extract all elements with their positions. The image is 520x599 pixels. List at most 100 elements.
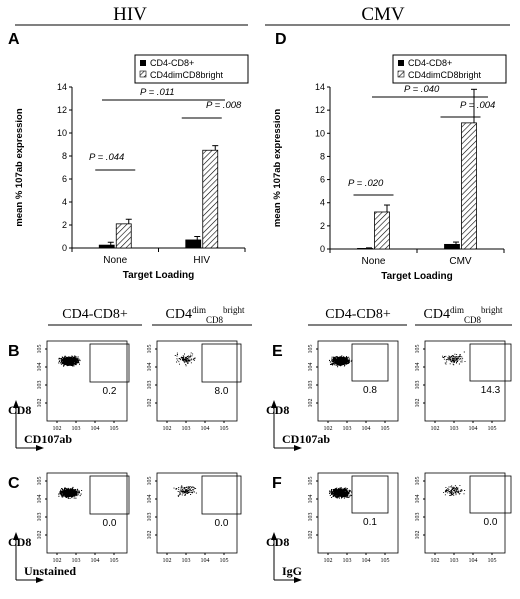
flow-x-label: Unstained bbox=[24, 564, 76, 578]
plot-frame bbox=[156, 472, 238, 554]
arrow-head-y bbox=[13, 532, 19, 540]
col-header-cd4neg-right: CD4-CD8+ bbox=[325, 307, 391, 322]
x-tick-label: 104 bbox=[469, 426, 478, 432]
p-value-annotation: P = .011 bbox=[140, 87, 175, 98]
y-tick-label: 104 bbox=[308, 363, 314, 372]
x-tick-label: 105 bbox=[220, 426, 229, 432]
legend-label: CD4dimCD8bright bbox=[150, 70, 224, 80]
x-tick-label: 102 bbox=[431, 558, 440, 564]
y-tick-label: 6 bbox=[320, 175, 325, 185]
y-tick-label: 104 bbox=[415, 495, 421, 504]
gate-value: 0.8 bbox=[363, 385, 377, 396]
header-part: CD4 bbox=[424, 307, 450, 322]
y-tick-label: 104 bbox=[415, 363, 421, 372]
y-tick-label: 8 bbox=[320, 151, 325, 161]
axis-arrows-E: CD8 CD107ab bbox=[266, 400, 330, 451]
axis-arrows-B: CD8 CD107ab bbox=[8, 400, 72, 451]
bar bbox=[98, 244, 115, 249]
x-tick-label: 102 bbox=[431, 426, 440, 432]
p-value-annotation: P = .044 bbox=[89, 152, 124, 163]
flow-plot-F2: 105 104 103 102 102 103 104 105 0.0 bbox=[415, 472, 512, 564]
header-part: bright bbox=[481, 305, 503, 315]
flow-plot-C1: 105 104 103 102 102 103 104 105 0.0 bbox=[37, 472, 130, 564]
legend-label: CD4-CD8+ bbox=[150, 58, 194, 68]
y-tick-label: 10 bbox=[57, 128, 67, 138]
gate-value: 14.3 bbox=[481, 385, 501, 396]
y-tick-label: 105 bbox=[415, 345, 421, 354]
x-tick-label: 105 bbox=[110, 426, 119, 432]
header-part: CD8 bbox=[206, 315, 224, 325]
flow-plot-B2: 105 104 103 102 102 103 104 105 8.0 bbox=[147, 340, 242, 432]
p-value-annotation: P = .008 bbox=[206, 100, 242, 111]
col-header-cd4dim-right: CD4dimCD8bright bbox=[424, 305, 503, 325]
bar bbox=[185, 239, 202, 249]
event-dots bbox=[58, 355, 81, 367]
y-tick-label: 105 bbox=[37, 345, 43, 354]
bar bbox=[444, 243, 460, 250]
p-value-annotation: P = .004 bbox=[460, 100, 495, 111]
x-tick-label: 104 bbox=[362, 558, 371, 564]
gate-value: 0.0 bbox=[484, 517, 498, 528]
flow-x-label: IgG bbox=[282, 564, 302, 578]
plot-frame bbox=[46, 472, 128, 554]
y-tick-label: 103 bbox=[308, 381, 314, 390]
flow-x-label: CD107ab bbox=[282, 432, 330, 446]
y-tick-label: 104 bbox=[147, 363, 153, 372]
y-tick-label: 2 bbox=[62, 220, 67, 230]
y-tick-label: 104 bbox=[37, 363, 43, 372]
x-tick-label: 103 bbox=[72, 426, 81, 432]
x-tick-label: 103 bbox=[450, 426, 459, 432]
header-part: CD4 bbox=[166, 307, 192, 322]
header-part: dim bbox=[450, 305, 464, 315]
flow-plot-C2: 105 104 103 102 102 103 104 105 0.0 bbox=[147, 472, 242, 564]
y-tick-label: 6 bbox=[62, 174, 67, 184]
x-tick-label: 102 bbox=[324, 558, 333, 564]
header-part: bright bbox=[223, 305, 245, 315]
x-tick-label: 103 bbox=[182, 426, 191, 432]
y-tick-label: 103 bbox=[415, 381, 421, 390]
y-tick-label: 102 bbox=[147, 531, 153, 540]
panel-letter-F: F bbox=[272, 475, 282, 492]
axis-arrows-F: CD8 IgG bbox=[266, 532, 302, 583]
y-tick-label: 4 bbox=[320, 198, 325, 208]
y-tick-label: 103 bbox=[37, 513, 43, 522]
gate-box bbox=[469, 343, 512, 382]
gate-box bbox=[89, 343, 130, 383]
y-tick-label: 8 bbox=[62, 151, 67, 161]
y-tick-label: 105 bbox=[415, 477, 421, 486]
y-tick-label: 103 bbox=[37, 381, 43, 390]
y-tick-label: 4 bbox=[62, 197, 67, 207]
bar-panel-A: A CD4-CD8+ CD4dimCD8bright 0 2 4 6 8 10 12 14 mean … bbox=[8, 31, 249, 281]
header-hiv: HIV bbox=[113, 4, 147, 25]
y-tick-label: 105 bbox=[308, 477, 314, 486]
plot-frame bbox=[46, 340, 128, 422]
p-value-annotation: P = .020 bbox=[348, 178, 384, 189]
x-tick-label: 105 bbox=[110, 558, 119, 564]
event-dots bbox=[173, 485, 197, 497]
header-cmv: CMV bbox=[361, 4, 405, 25]
gate-box bbox=[351, 343, 389, 382]
arrow-head-y bbox=[271, 532, 277, 540]
x-tick-label: 105 bbox=[220, 558, 229, 564]
flow-y-label: CD8 bbox=[8, 403, 31, 417]
x-category-label: None bbox=[103, 255, 127, 266]
y-tick-label: 104 bbox=[308, 495, 314, 504]
panel-letter-C: C bbox=[8, 475, 20, 492]
y-tick-label: 104 bbox=[147, 495, 153, 504]
legend-swatch-solid bbox=[398, 60, 404, 66]
legend: CD4-CD8+ CD4dimCD8bright bbox=[392, 54, 507, 84]
arrow-head-x bbox=[36, 577, 44, 583]
y-tick-label: 14 bbox=[57, 82, 67, 92]
y-tick-label: 104 bbox=[37, 495, 43, 504]
x-tick-label: 102 bbox=[53, 558, 62, 564]
arrow-head-x bbox=[294, 445, 302, 451]
x-tick-label: 104 bbox=[469, 558, 478, 564]
x-tick-label: 105 bbox=[381, 426, 390, 432]
x-tick-label: 105 bbox=[488, 558, 497, 564]
y-tick-label: 103 bbox=[308, 513, 314, 522]
x-tick-label: 102 bbox=[163, 426, 172, 432]
gate-box bbox=[351, 475, 389, 514]
bar bbox=[202, 149, 219, 249]
event-dots bbox=[174, 352, 196, 367]
